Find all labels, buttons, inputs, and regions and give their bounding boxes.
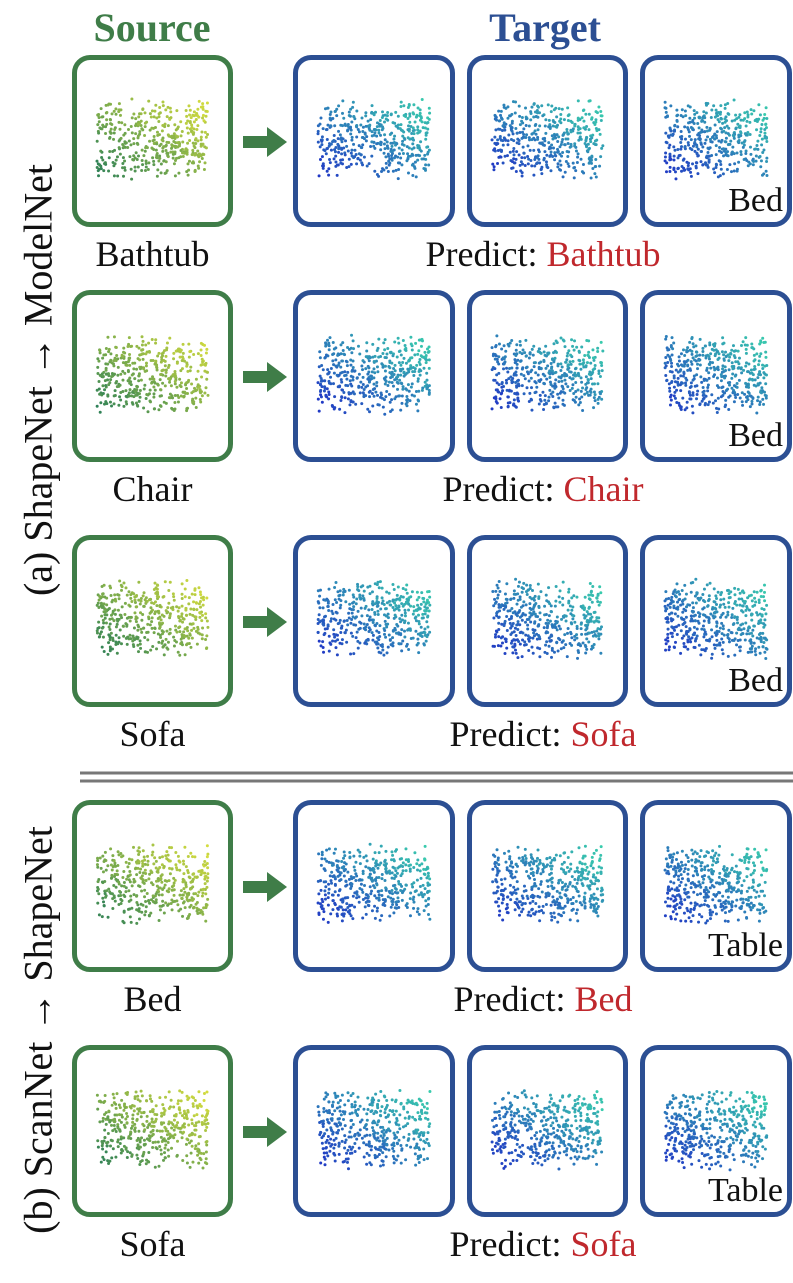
target-box bbox=[293, 535, 455, 707]
point-cloud bbox=[77, 805, 228, 967]
target-box bbox=[293, 55, 455, 227]
point-cloud bbox=[77, 60, 228, 222]
predict-line: Predict: Bed bbox=[293, 978, 793, 1020]
arrow bbox=[243, 362, 288, 392]
source-label: Sofa bbox=[72, 1223, 233, 1265]
predict-line: Predict: Sofa bbox=[293, 713, 793, 755]
target-box bbox=[467, 290, 628, 462]
source-box bbox=[72, 55, 233, 227]
target-box: Bed bbox=[640, 290, 792, 462]
target-box bbox=[467, 1045, 628, 1217]
predict-prefix: Predict: bbox=[450, 714, 562, 754]
prediction: Sofa bbox=[570, 714, 636, 754]
point-cloud bbox=[472, 805, 623, 967]
predict-prefix: Predict: bbox=[426, 234, 538, 274]
source-label: Bed bbox=[72, 978, 233, 1020]
target-label: Bed bbox=[728, 417, 783, 455]
source-box bbox=[72, 535, 233, 707]
point-cloud bbox=[472, 540, 623, 702]
point-cloud bbox=[298, 805, 450, 967]
target-box bbox=[293, 800, 455, 972]
source-label: Bathtub bbox=[72, 233, 233, 275]
point-cloud bbox=[472, 60, 623, 222]
target-box bbox=[467, 535, 628, 707]
predict-line: Predict: Bathtub bbox=[293, 233, 793, 275]
arrow bbox=[243, 872, 288, 902]
predict-line: Predict: Chair bbox=[293, 468, 793, 510]
prediction: Bathtub bbox=[546, 234, 660, 274]
target-box: Table bbox=[640, 1045, 792, 1217]
source-label: Chair bbox=[72, 468, 233, 510]
point-cloud bbox=[298, 1050, 450, 1212]
target-box bbox=[293, 290, 455, 462]
source-box bbox=[72, 1045, 233, 1217]
prediction: Sofa bbox=[570, 1224, 636, 1264]
figure: Source Target (a) ShapeNet → ModelNetBed… bbox=[0, 0, 793, 1283]
point-cloud bbox=[77, 540, 228, 702]
target-box bbox=[467, 800, 628, 972]
point-cloud bbox=[298, 60, 450, 222]
arrow bbox=[243, 1117, 288, 1147]
target-box: Table bbox=[640, 800, 792, 972]
predict-prefix: Predict: bbox=[454, 979, 566, 1019]
arrow bbox=[243, 127, 288, 157]
predict-prefix: Predict: bbox=[443, 469, 555, 509]
source-box bbox=[72, 290, 233, 462]
prediction: Bed bbox=[574, 979, 632, 1019]
target-box bbox=[293, 1045, 455, 1217]
arrow bbox=[243, 607, 288, 637]
point-cloud bbox=[298, 540, 450, 702]
predict-prefix: Predict: bbox=[450, 1224, 562, 1264]
target-label: Table bbox=[708, 927, 783, 965]
source-label: Sofa bbox=[72, 713, 233, 755]
target-label: Table bbox=[708, 1172, 783, 1210]
target-label: Bed bbox=[728, 182, 783, 220]
point-cloud bbox=[472, 1050, 623, 1212]
target-box bbox=[467, 55, 628, 227]
point-cloud bbox=[77, 1050, 228, 1212]
target-label: Bed bbox=[728, 662, 783, 700]
group-label: (a) ShapeNet → ModelNet bbox=[15, 164, 62, 596]
source-box bbox=[72, 800, 233, 972]
target-box: Bed bbox=[640, 535, 792, 707]
point-cloud bbox=[298, 295, 450, 457]
target-box: Bed bbox=[640, 55, 792, 227]
prediction: Chair bbox=[564, 469, 644, 509]
point-cloud bbox=[77, 295, 228, 457]
predict-line: Predict: Sofa bbox=[293, 1223, 793, 1265]
point-cloud bbox=[472, 295, 623, 457]
group-label: (b) ScanNet → ShapeNet bbox=[15, 826, 62, 1234]
